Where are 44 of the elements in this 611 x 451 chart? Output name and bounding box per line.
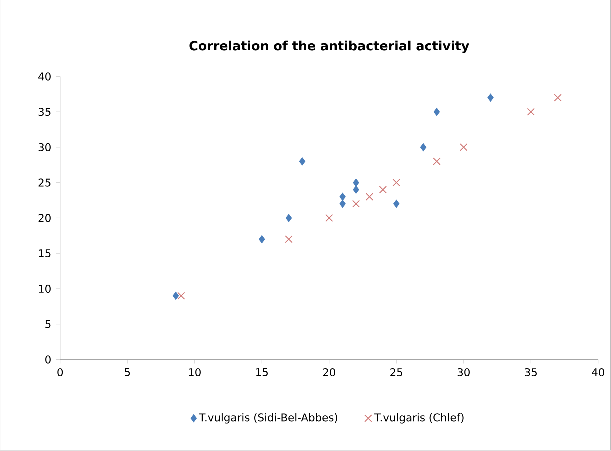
x-tick-label: 30 [458, 368, 470, 377]
point [325, 214, 334, 222]
x-tick-label: 20 [323, 368, 336, 377]
point [353, 179, 360, 187]
point [353, 186, 360, 194]
y-tick-label: 0 [46, 356, 51, 364]
point [172, 292, 180, 300]
point [340, 200, 346, 208]
legend-label: T.vulgaris (Chlef) [374, 414, 464, 424]
point [299, 158, 306, 166]
point [434, 108, 440, 116]
x-tick-label: 0 [58, 368, 64, 377]
y-tick-label: 30 [38, 144, 51, 152]
point [286, 214, 292, 222]
legend-label: T.vulgaris (Sidi-Bel-Abbes) [199, 414, 338, 424]
y-tick-label: 15 [39, 250, 51, 258]
point [554, 94, 562, 102]
point [394, 200, 400, 208]
x-tick-label: 5 [125, 368, 130, 376]
point [488, 94, 494, 102]
y-tick-label: 25 [38, 178, 51, 187]
x-tick-label: 25 [390, 368, 402, 377]
point [178, 292, 186, 300]
point [392, 179, 400, 187]
point [460, 144, 468, 152]
point [433, 158, 441, 166]
x-tick-label: 10 [189, 368, 201, 377]
point [420, 144, 427, 152]
x-tick-label: 40 [592, 368, 604, 377]
y-tick-label: 10 [39, 285, 51, 294]
point [379, 186, 388, 194]
y-tick-label: 40 [38, 72, 51, 81]
y-tick-label: 5 [46, 320, 51, 328]
y-tick-label: 20 [38, 214, 51, 222]
point [285, 236, 293, 244]
y-tick-label: 35 [38, 108, 51, 116]
point [352, 200, 360, 208]
point [340, 193, 346, 202]
chart-title: Correlation of the antibacterial activity [190, 41, 470, 54]
point [366, 193, 374, 201]
point [527, 108, 535, 116]
point [259, 236, 266, 244]
x-tick-label: 15 [256, 368, 268, 376]
x-tick-label: 35 [525, 368, 537, 377]
